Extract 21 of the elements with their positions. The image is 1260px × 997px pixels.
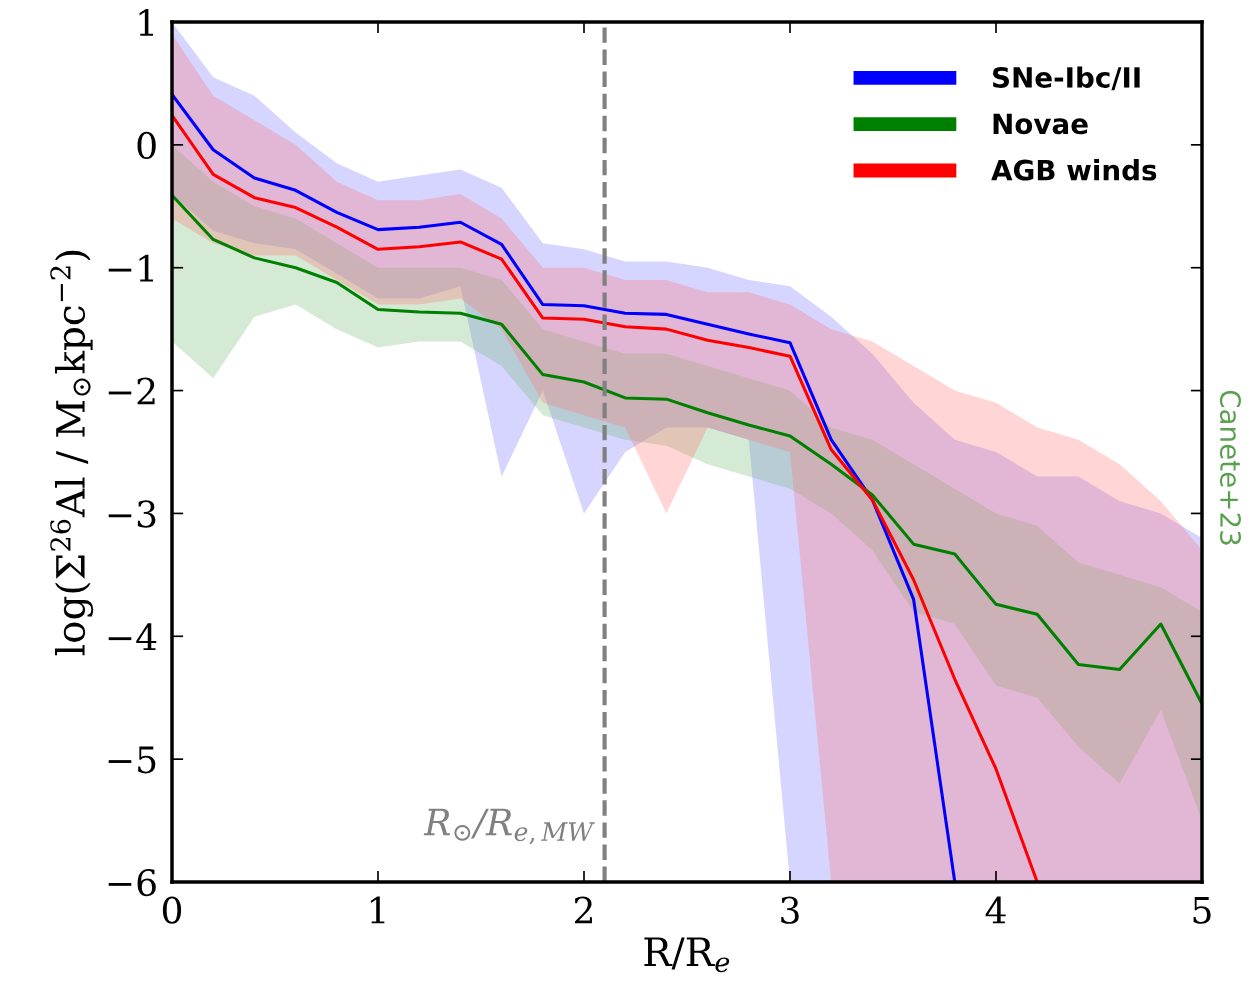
y-tick-label: −2	[108, 377, 155, 405]
x-tick-label: 2	[574, 896, 592, 924]
legend-label: Novae	[993, 113, 1088, 135]
x-tick-label: 0	[162, 896, 182, 924]
x-tick-label: 4	[985, 896, 1006, 924]
legend-label: AGB winds	[991, 159, 1157, 181]
y-tick-label: −6	[108, 868, 156, 897]
x-tick-label: 3	[781, 896, 799, 924]
x-tick-label: 5	[1193, 897, 1211, 924]
legend-label: SNe-Ibc/II	[993, 66, 1140, 91]
x-tick-label: 1	[370, 896, 385, 924]
x-axis-title: R/R$_{e}$	[644, 937, 730, 973]
y-tick-label: −1	[108, 254, 153, 282]
y-tick-label: 1	[139, 8, 153, 36]
y-tick-label: −5	[108, 746, 156, 774]
y-tick-label: −4	[108, 623, 157, 651]
y-tick-label: 0	[137, 131, 156, 160]
ref-line-label: R$_{⊙}$/R$_{e,MW}$	[423, 808, 595, 845]
y-axis-title: log(Σ$^{26}$Al / M$_{⊙}$kpc$^{−2}$)	[50, 250, 94, 656]
y-tick-label: −3	[108, 500, 156, 528]
text: Canete+23	[1219, 390, 1241, 545]
